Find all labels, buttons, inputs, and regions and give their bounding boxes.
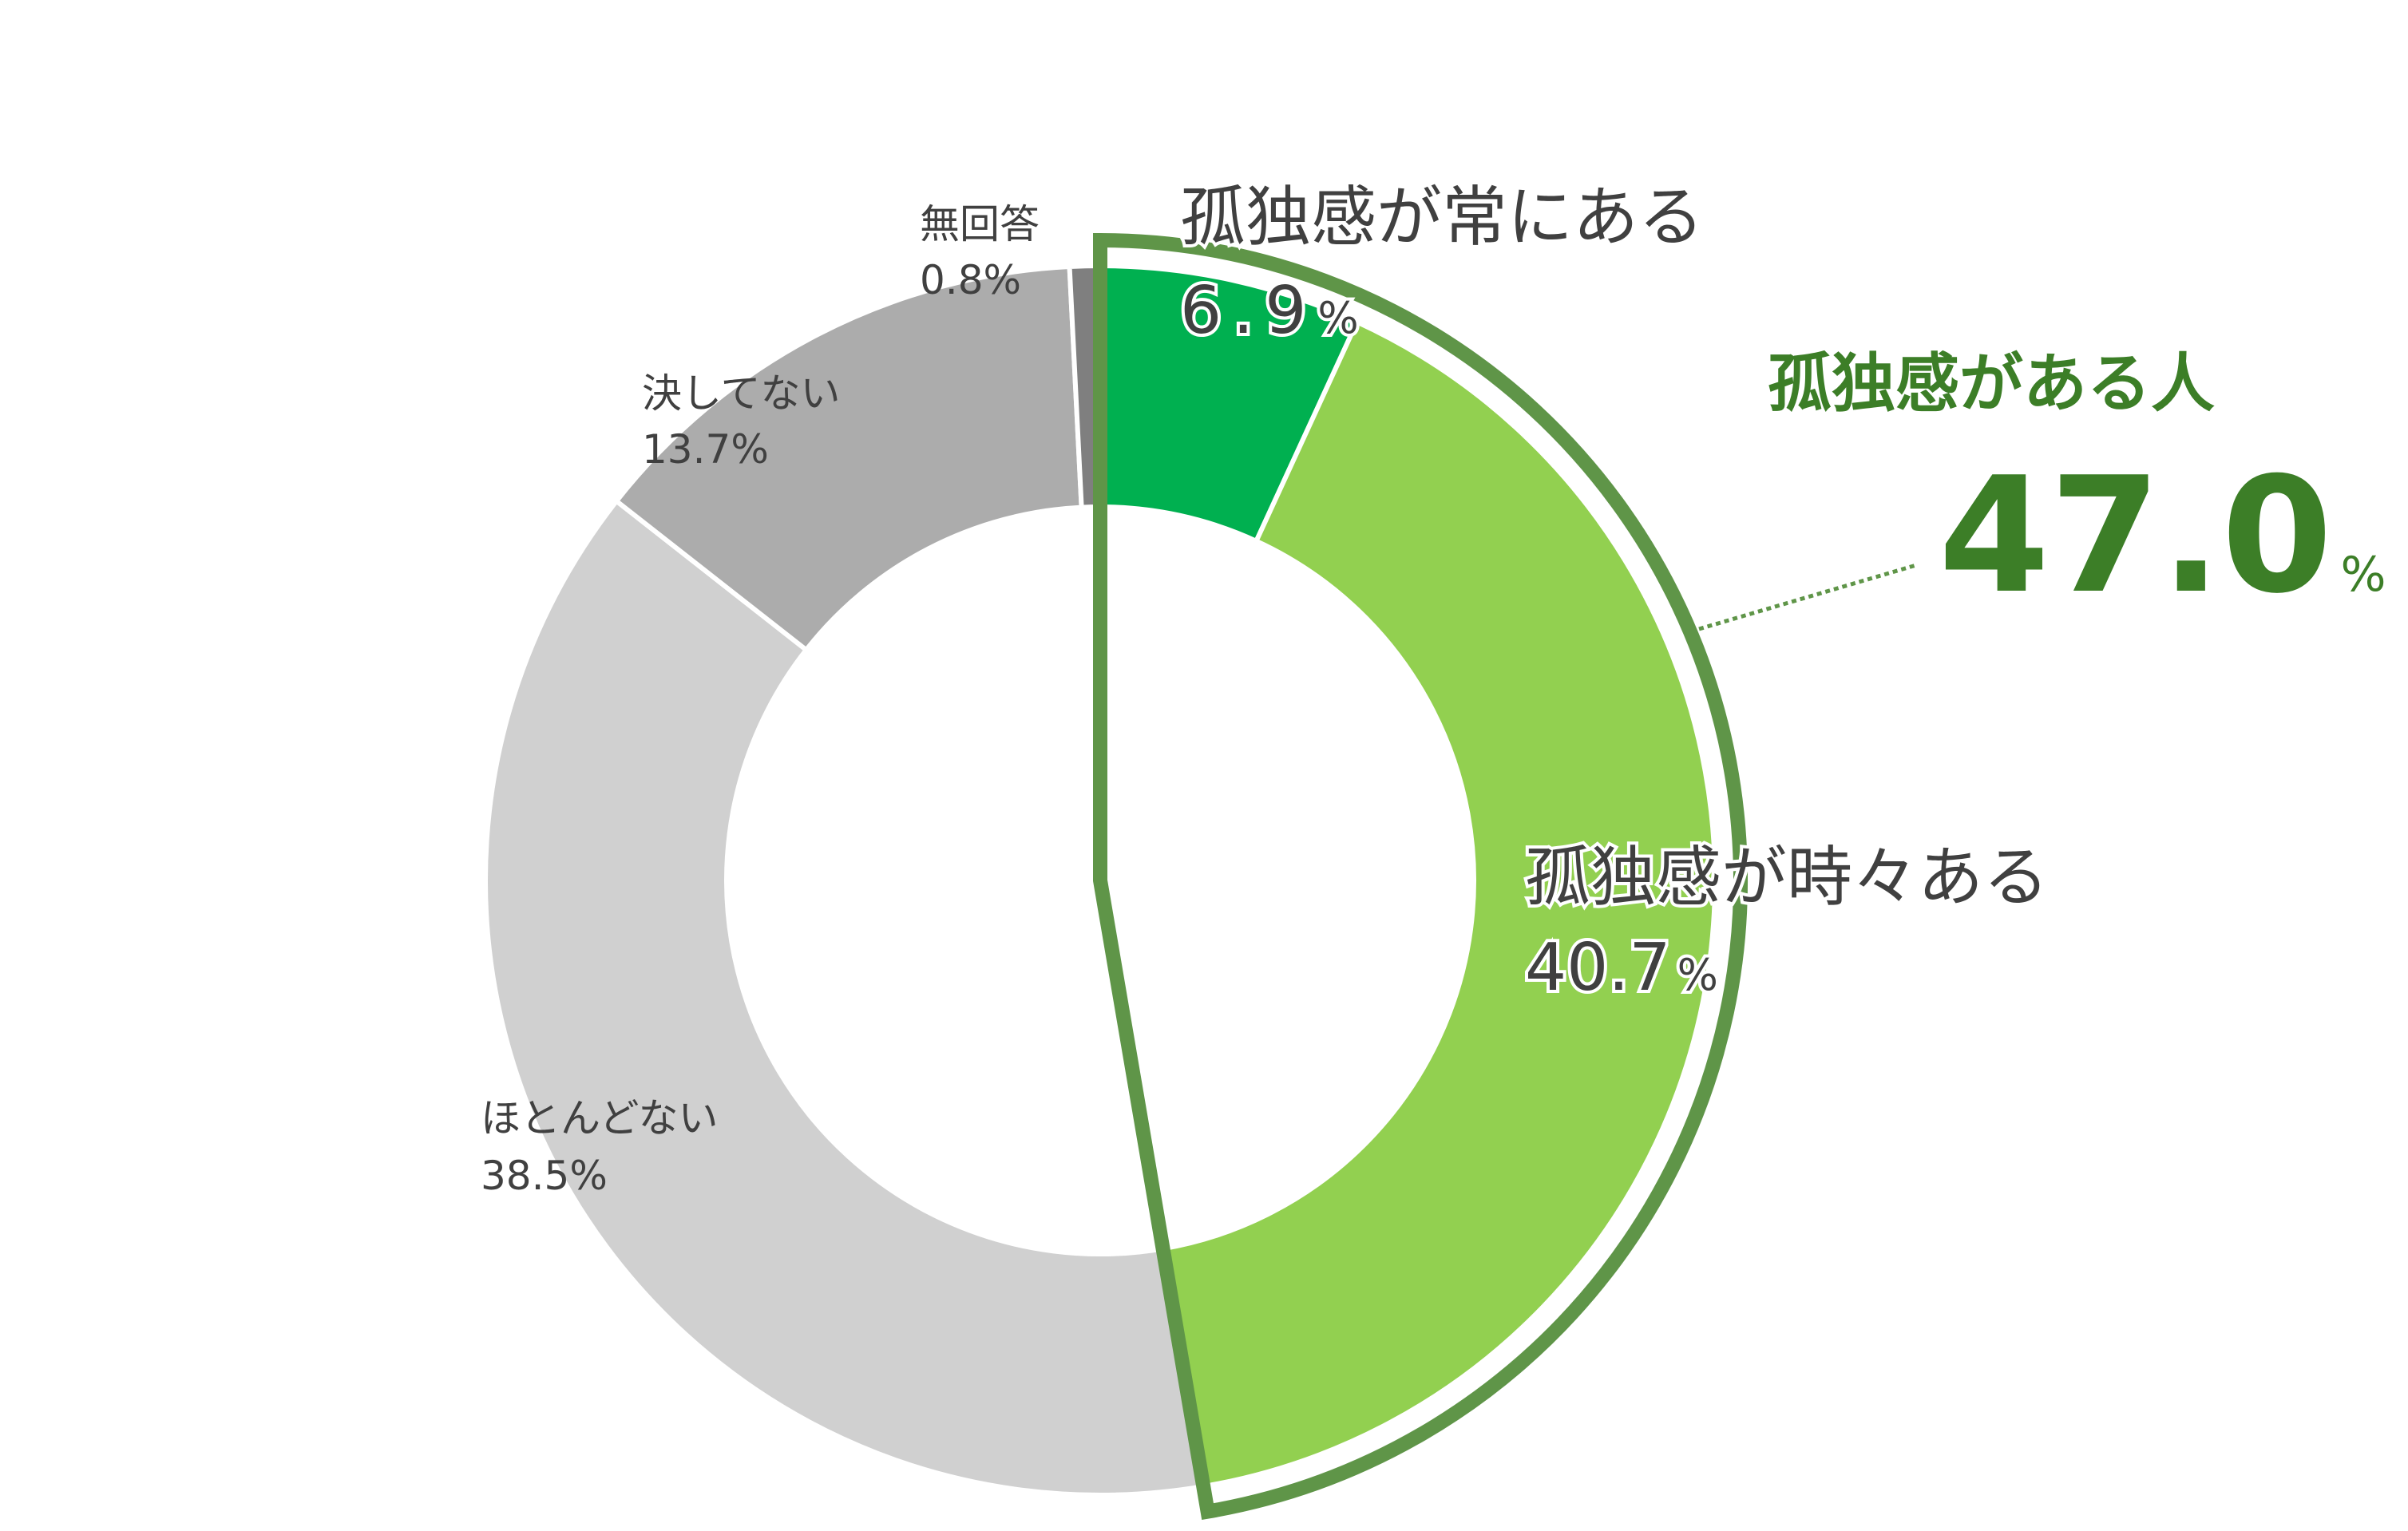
slice-label-sometimes: 孤独感が時々ある (1525, 840, 2049, 916)
callout-value-number: 47.0 (1939, 443, 2332, 629)
slice-value-always-number: 6.9 (1180, 273, 1317, 349)
callout-value: 47.0% (1939, 443, 2386, 629)
donut-slices (483, 263, 1717, 1497)
slice-value-never: 13.7% (642, 426, 769, 473)
slice-value-sometimes-pct: % (1677, 950, 1718, 1000)
slice-label-never: 決してない (642, 370, 841, 417)
slice-value-sometimes-number: 40.7 (1525, 930, 1671, 1006)
slice-rarely (483, 497, 1206, 1497)
slice-value-rarely: 38.5% (481, 1153, 608, 1199)
slice-value-always-pct: % (1317, 293, 1369, 343)
slice-value-sometimes: 40.7% (1525, 930, 1718, 1006)
slice-label-always: 孤独感が常にある (1180, 180, 1704, 255)
slice-sometimes (1160, 318, 1717, 1489)
callout-value-pct: % (2340, 547, 2386, 603)
highlight-outline (1093, 232, 1748, 1521)
slice-never (612, 263, 1084, 654)
slice-value-always: 6.9% (1180, 273, 1370, 349)
callout-label: 孤独感がある人 (1768, 346, 2215, 421)
slice-value-no-answer: 0.8% (920, 257, 1021, 303)
slice-label-rarely: ほとんどない (481, 1095, 719, 1141)
slice-label-no-answer: 無回答 (920, 201, 1040, 247)
callout-leader-line (1698, 563, 1917, 631)
